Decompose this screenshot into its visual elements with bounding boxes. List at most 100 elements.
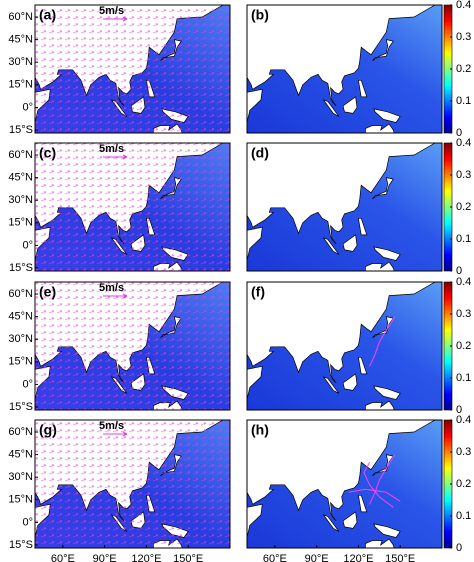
colorbar-label: 0: [456, 127, 462, 139]
lon-label: 150°E: [385, 553, 415, 562]
colorbar-label: 0.3: [456, 31, 471, 43]
map-body: [247, 143, 442, 271]
land: [357, 217, 368, 236]
land: [322, 237, 340, 255]
land: [373, 385, 401, 400]
colorbar-label: 0: [456, 265, 462, 277]
land: [322, 99, 340, 117]
typhoon-track: [369, 316, 396, 367]
lat-label: 15°S: [9, 262, 33, 274]
wind-vectors: [35, 420, 230, 548]
land: [247, 5, 436, 107]
panel-label: (d): [251, 145, 269, 161]
land: [365, 400, 395, 410]
panel-label: (h): [251, 422, 269, 438]
map-panel: (f) 0 0.1 0.2 0.3 0.4: [246, 276, 471, 416]
map-body: [247, 5, 442, 133]
lat-label: 0°: [22, 378, 33, 390]
map-panel: (e) 5m/s 60°N 45°N 30°N 15°N 0° 15°S: [8, 281, 231, 413]
lat-label: 30°N: [8, 333, 33, 345]
map-panel: (g) 5m/s 60°N 45°N 30°N 15°N 0° 15°S 60°E 90°E 120…: [8, 419, 231, 562]
land: [247, 226, 263, 261]
panel-frame: [34, 281, 231, 411]
scale-label: 5m/s: [99, 5, 124, 17]
panel-frame: [246, 4, 443, 134]
panel-label: (e): [39, 284, 56, 300]
lat-label: 60°N: [8, 426, 33, 438]
land: [357, 79, 368, 98]
map-body: [35, 420, 230, 548]
lat-label: 15°S: [9, 539, 33, 551]
land: [247, 503, 263, 538]
panel-label: (c): [39, 145, 56, 161]
land: [342, 234, 358, 252]
lat-label: 0°: [22, 516, 33, 528]
colorbar-label: 0.2: [456, 63, 471, 75]
typhoon-track: [369, 454, 396, 505]
colorbar-label: 0.3: [456, 169, 471, 181]
lat-label: 45°N: [8, 311, 33, 323]
lat-label: 15°N: [8, 494, 33, 506]
lat-label: 0°: [22, 239, 33, 251]
lon-label: 90°E: [93, 553, 117, 562]
colorbar-label: 0.3: [456, 446, 471, 458]
lon-label: 120°E: [131, 553, 161, 562]
colorbar-label: 0.4: [456, 276, 471, 288]
colorbar-label: 0: [456, 404, 462, 416]
land: [365, 123, 395, 133]
colorbar-label: 0.2: [456, 478, 471, 490]
scale-label: 5m/s: [99, 143, 124, 155]
colorbar-label: 0.4: [456, 0, 471, 11]
panel-frame: [34, 419, 231, 549]
wind-vectors: [35, 5, 230, 133]
typhoon-track: [363, 461, 394, 508]
lat-label: 15°N: [8, 79, 33, 91]
lat-label: 45°N: [8, 34, 33, 46]
scale-arrow: [103, 154, 128, 160]
land: [247, 88, 263, 123]
panel-frame: [246, 281, 443, 411]
panel-label: (b): [251, 7, 269, 23]
lat-label: 60°N: [8, 288, 33, 300]
map-body: [35, 143, 230, 271]
lat-label: 15°S: [9, 124, 33, 136]
land: [247, 365, 263, 400]
colorbar-label: 0.2: [456, 201, 471, 213]
map-panel: (b) 0 0.1 0.2 0.3 0.4: [246, 0, 471, 139]
land: [372, 177, 394, 199]
land: [372, 39, 394, 61]
scale-arrow: [103, 431, 128, 437]
typhoon-track: [348, 488, 401, 502]
colorbar-label: 0.1: [456, 233, 471, 245]
land: [372, 454, 394, 476]
panel-label: (f): [251, 284, 265, 300]
panel-frame: [246, 419, 443, 549]
map-panel: (c) 5m/s 60°N 45°N 30°N 15°N 0° 15°S: [8, 142, 231, 274]
lat-label: 30°N: [8, 56, 33, 68]
map-panel: (d) 0 0.1 0.2 0.3 0.4: [246, 137, 471, 277]
land: [373, 523, 401, 538]
lat-label: 0°: [22, 101, 33, 113]
land: [357, 356, 368, 375]
land: [247, 420, 436, 522]
scale-label: 5m/s: [99, 420, 124, 432]
land: [247, 143, 436, 245]
scale-arrow: [103, 293, 128, 299]
map-body: [35, 282, 230, 410]
land: [372, 316, 394, 338]
lon-label: 60°E: [51, 553, 75, 562]
lat-label: 45°N: [8, 172, 33, 184]
land: [322, 514, 340, 532]
wind-vectors: [35, 143, 230, 271]
map-body: [35, 5, 230, 133]
land: [357, 494, 368, 513]
colorbar-label: 0.2: [456, 340, 471, 352]
wind-vectors: [35, 282, 230, 410]
colorbar-label: 0.3: [456, 308, 471, 320]
map-body: [247, 420, 442, 548]
lon-label: 60°E: [263, 553, 287, 562]
lon-label: 90°E: [305, 553, 329, 562]
lat-label: 60°N: [8, 149, 33, 161]
lat-label: 45°N: [8, 449, 33, 461]
map-panel: (h) 0 0.1 0.2 0.3 0.4 60°E 90°E 120°E 150°E: [246, 414, 471, 562]
